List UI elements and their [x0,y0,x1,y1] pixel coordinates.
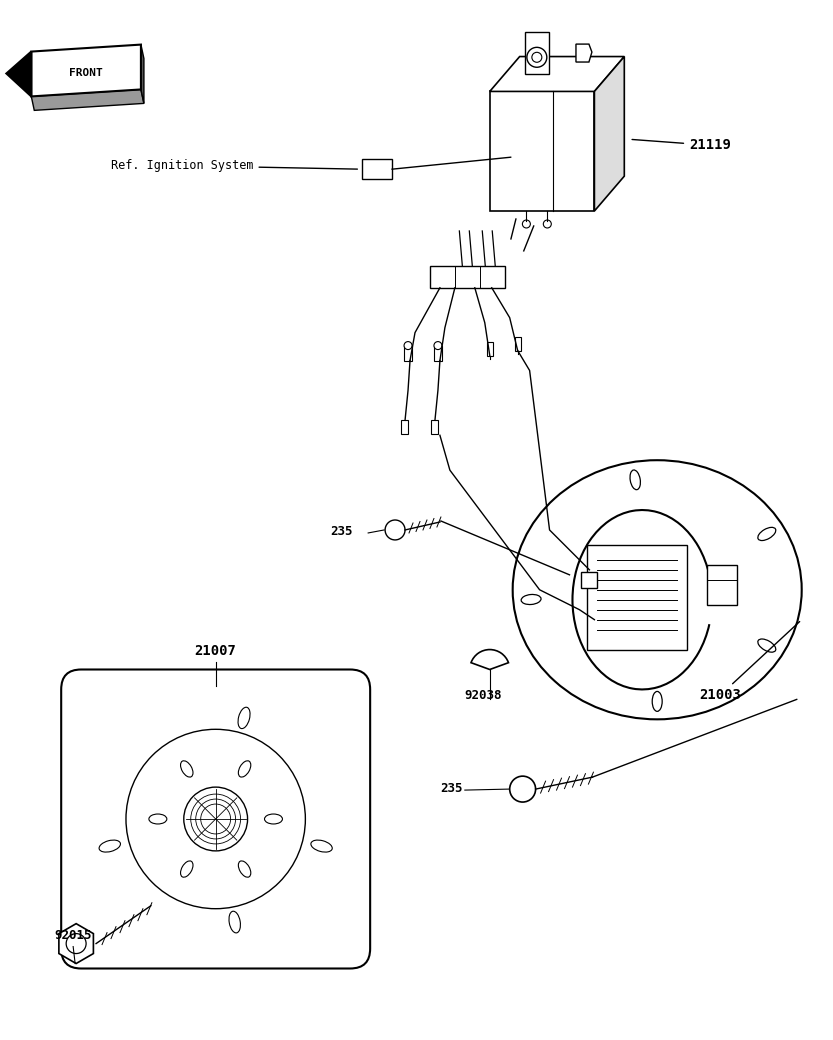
FancyBboxPatch shape [61,670,370,968]
Ellipse shape [99,840,121,852]
Bar [401,420,408,435]
Ellipse shape [630,470,641,490]
Ellipse shape [758,639,776,652]
Bar [486,341,493,356]
Bar [404,345,412,361]
Polygon shape [576,44,592,62]
Polygon shape [525,32,549,74]
Text: 21007: 21007 [195,644,237,657]
Ellipse shape [311,840,332,852]
Polygon shape [587,545,687,650]
Ellipse shape [238,861,251,877]
Text: FRONT: FRONT [69,69,103,78]
Text: 92015: 92015 [54,929,92,941]
Polygon shape [141,45,144,103]
Ellipse shape [238,761,251,777]
Circle shape [531,52,541,62]
Wedge shape [471,650,508,670]
Ellipse shape [229,911,241,933]
Ellipse shape [521,595,541,604]
Circle shape [66,934,86,954]
Bar [434,345,442,361]
Polygon shape [59,924,93,963]
Circle shape [434,341,442,349]
Text: 92038: 92038 [465,690,502,702]
Bar [370,161,375,177]
Circle shape [510,776,536,802]
Ellipse shape [512,461,801,720]
Circle shape [543,220,551,228]
Bar [707,565,737,604]
Circle shape [184,787,247,851]
Ellipse shape [181,761,193,777]
Text: 235: 235 [440,782,462,796]
Circle shape [385,520,405,540]
Polygon shape [7,52,32,97]
Ellipse shape [181,861,193,877]
Text: 235: 235 [331,525,353,538]
Bar [382,161,387,177]
Circle shape [522,220,531,228]
Circle shape [126,729,306,909]
Circle shape [527,48,546,68]
Text: 21119: 21119 [632,138,731,152]
Bar [430,266,505,288]
Ellipse shape [652,692,662,711]
Polygon shape [490,56,624,92]
Polygon shape [32,89,144,110]
Polygon shape [595,56,624,211]
Ellipse shape [265,814,282,824]
Polygon shape [32,45,141,97]
Ellipse shape [758,527,776,541]
Ellipse shape [149,814,167,824]
Bar [581,572,597,588]
Circle shape [404,341,412,349]
Ellipse shape [238,707,250,729]
Bar [364,161,369,177]
Bar [362,159,392,179]
Text: Ref. Ignition System: Ref. Ignition System [111,159,357,173]
Bar [515,337,521,350]
Text: 21003: 21003 [699,622,800,702]
Bar [490,92,595,211]
Bar [377,161,382,177]
Bar [431,420,438,435]
